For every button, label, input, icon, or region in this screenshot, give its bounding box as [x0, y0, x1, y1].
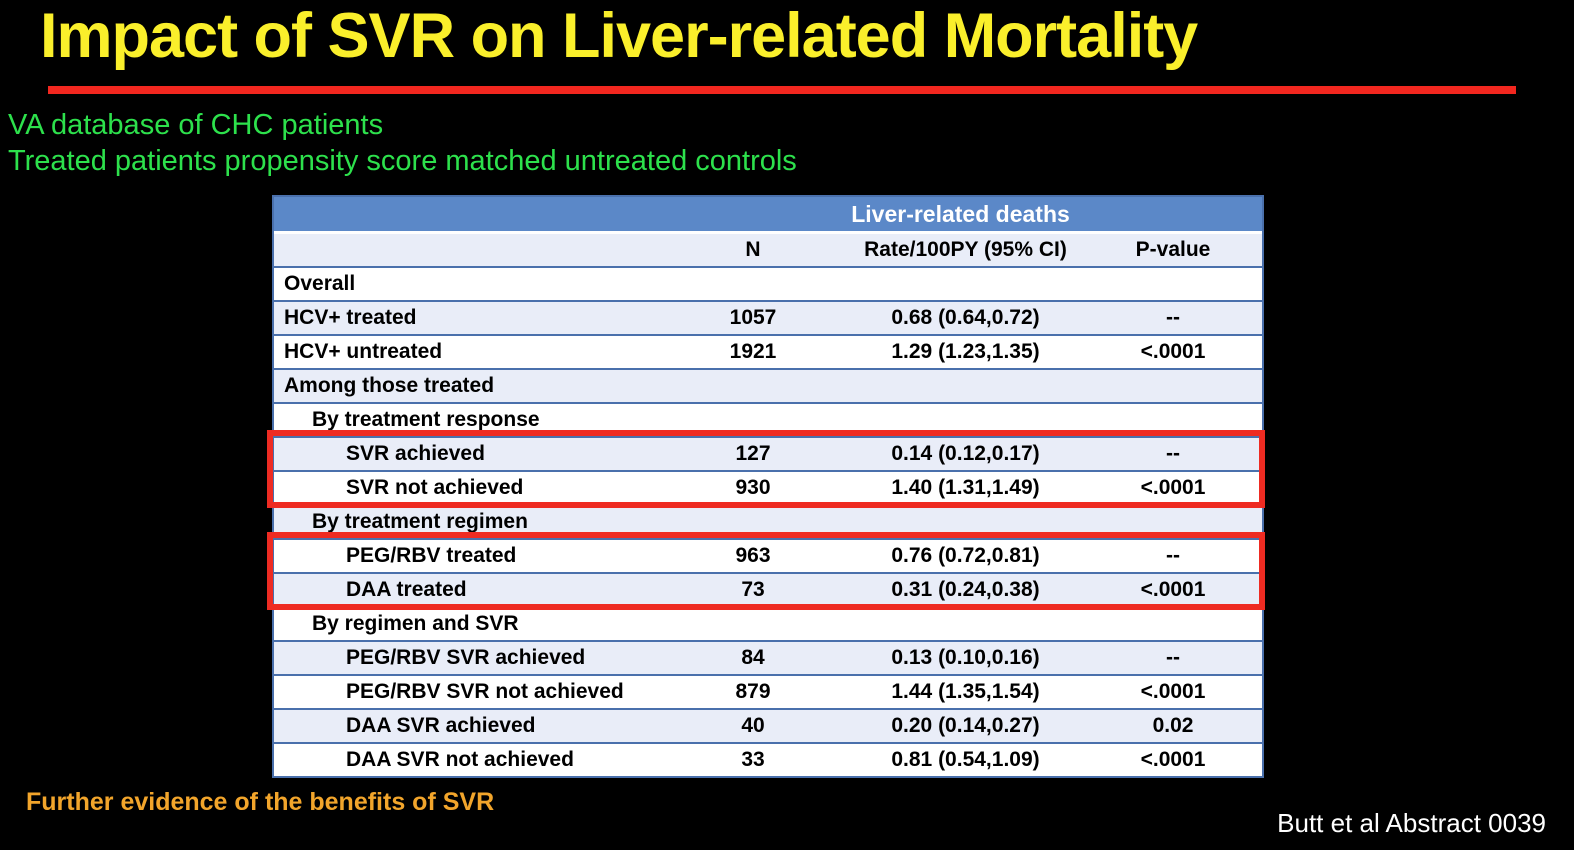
cell-n: 1057	[659, 300, 847, 334]
cell-rate: 0.68 (0.64,0.72)	[847, 300, 1084, 334]
subtitle-line-2: Treated patients propensity score matche…	[8, 145, 797, 177]
cell-n: 73	[659, 572, 847, 606]
column-header-n: N	[659, 234, 847, 266]
cell-label: Among those treated	[274, 368, 659, 402]
results-table-container: Liver-related deaths N Rate/100PY (95% C…	[267, 195, 1265, 778]
slide-subtitle: VA database of CHC patients Treated pati…	[8, 107, 797, 179]
cell-label: SVR not achieved	[274, 470, 659, 504]
table-band-header-row: Liver-related deaths	[274, 197, 1263, 234]
citation: Butt et al Abstract 0039	[1277, 808, 1546, 838]
table-row: HCV+ treated 1057 0.68 (0.64,0.72) --	[274, 300, 1263, 334]
cell-pvalue: <.0001	[1084, 674, 1263, 708]
cell-label: Overall	[274, 266, 659, 300]
conclusion-note: Further evidence of the benefits of SVR	[26, 788, 495, 816]
cell-pvalue: --	[1084, 640, 1263, 674]
cell-pvalue: <.0001	[1084, 572, 1263, 606]
cell-pvalue: <.0001	[1084, 742, 1263, 776]
table-row: DAA treated 73 0.31 (0.24,0.38) <.0001	[274, 572, 1263, 606]
table-row: HCV+ untreated 1921 1.29 (1.23,1.35) <.0…	[274, 334, 1263, 368]
cell-label: HCV+ treated	[274, 300, 659, 334]
cell-label: DAA SVR not achieved	[274, 742, 659, 776]
table-row: Overall	[274, 266, 1263, 300]
cell-n: 84	[659, 640, 847, 674]
cell-n: 40	[659, 708, 847, 742]
cell-label: By treatment response	[274, 402, 659, 436]
cell-rate: 0.31 (0.24,0.38)	[847, 572, 1084, 606]
cell-n	[659, 266, 847, 300]
cell-pvalue	[1084, 504, 1263, 538]
cell-pvalue: 0.02	[1084, 708, 1263, 742]
cell-rate: 0.81 (0.54,1.09)	[847, 742, 1084, 776]
table-row: By treatment response	[274, 402, 1263, 436]
cell-pvalue: <.0001	[1084, 334, 1263, 368]
table-row: DAA SVR not achieved 33 0.81 (0.54,1.09)…	[274, 742, 1263, 776]
cell-n	[659, 504, 847, 538]
cell-pvalue	[1084, 266, 1263, 300]
cell-rate	[847, 504, 1084, 538]
band-header-cell: Liver-related deaths	[659, 197, 1263, 234]
cell-pvalue: --	[1084, 300, 1263, 334]
table-row: Among those treated	[274, 368, 1263, 402]
cell-n: 1921	[659, 334, 847, 368]
cell-pvalue	[1084, 368, 1263, 402]
cell-label: PEG/RBV SVR achieved	[274, 640, 659, 674]
table-row: DAA SVR achieved 40 0.20 (0.14,0.27) 0.0…	[274, 708, 1263, 742]
cell-label: DAA treated	[274, 572, 659, 606]
cell-rate: 1.44 (1.35,1.54)	[847, 674, 1084, 708]
cell-n: 127	[659, 436, 847, 470]
cell-label: HCV+ untreated	[274, 334, 659, 368]
table-column-header-row: N Rate/100PY (95% CI) P-value	[274, 234, 1263, 266]
cell-rate: 0.13 (0.10,0.16)	[847, 640, 1084, 674]
cell-n	[659, 402, 847, 436]
subtitle-line-1: VA database of CHC patients	[8, 109, 384, 141]
cell-n	[659, 606, 847, 640]
title-underline-rule	[48, 86, 1516, 94]
cell-n: 963	[659, 538, 847, 572]
table-row: By treatment regimen	[274, 504, 1263, 538]
cell-rate	[847, 266, 1084, 300]
cell-pvalue: <.0001	[1084, 470, 1263, 504]
column-header-pvalue: P-value	[1084, 234, 1263, 266]
column-header-label	[274, 234, 659, 266]
cell-rate: 1.29 (1.23,1.35)	[847, 334, 1084, 368]
cell-label: By treatment regimen	[274, 504, 659, 538]
cell-n: 33	[659, 742, 847, 776]
table-row: PEG/RBV treated 963 0.76 (0.72,0.81) --	[274, 538, 1263, 572]
cell-n: 879	[659, 674, 847, 708]
cell-pvalue: --	[1084, 436, 1263, 470]
slide-title: Impact of SVR on Liver-related Mortality	[40, 1, 1198, 71]
cell-rate: 0.76 (0.72,0.81)	[847, 538, 1084, 572]
cell-rate: 0.20 (0.14,0.27)	[847, 708, 1084, 742]
cell-label: PEG/RBV SVR not achieved	[274, 674, 659, 708]
cell-label: PEG/RBV treated	[274, 538, 659, 572]
table-row: SVR not achieved 930 1.40 (1.31,1.49) <.…	[274, 470, 1263, 504]
table-row: By regimen and SVR	[274, 606, 1263, 640]
cell-rate	[847, 606, 1084, 640]
cell-pvalue	[1084, 402, 1263, 436]
table-row: PEG/RBV SVR achieved 84 0.13 (0.10,0.16)…	[274, 640, 1263, 674]
cell-n: 930	[659, 470, 847, 504]
band-header-spacer-cell	[274, 197, 659, 234]
table-row: PEG/RBV SVR not achieved 879 1.44 (1.35,…	[274, 674, 1263, 708]
column-header-rate: Rate/100PY (95% CI)	[847, 234, 1084, 266]
table-row: SVR achieved 127 0.14 (0.12,0.17) --	[274, 436, 1263, 470]
cell-rate	[847, 368, 1084, 402]
cell-rate: 1.40 (1.31,1.49)	[847, 470, 1084, 504]
results-table: Liver-related deaths N Rate/100PY (95% C…	[272, 195, 1265, 778]
cell-rate	[847, 402, 1084, 436]
cell-label: DAA SVR achieved	[274, 708, 659, 742]
cell-pvalue: --	[1084, 538, 1263, 572]
cell-label: By regimen and SVR	[274, 606, 659, 640]
cell-rate: 0.14 (0.12,0.17)	[847, 436, 1084, 470]
cell-label: SVR achieved	[274, 436, 659, 470]
cell-pvalue	[1084, 606, 1263, 640]
cell-n	[659, 368, 847, 402]
